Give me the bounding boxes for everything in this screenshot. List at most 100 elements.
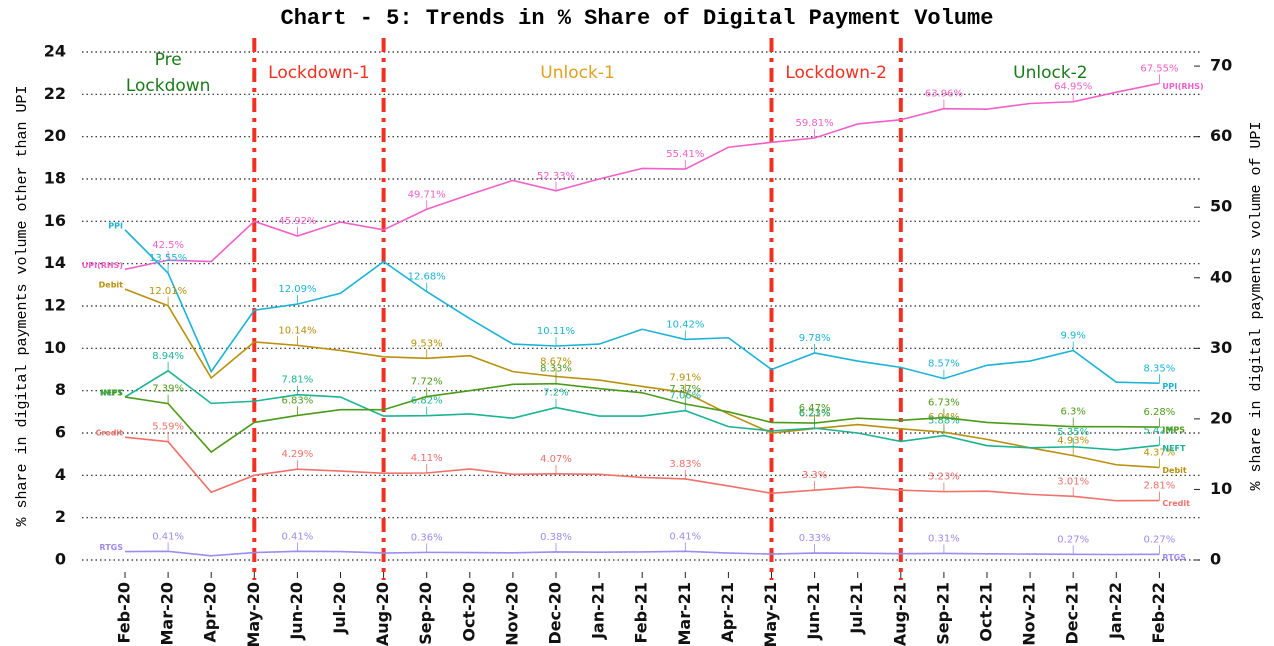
x-tick-label: Jun-21 [804,582,823,641]
y-tick-label: 2 [55,507,66,526]
data-label: 55.41% [666,149,704,160]
data-label: 13.55% [149,253,187,264]
data-label: 0.41% [152,531,184,542]
y-tick-label: 6 [55,423,66,442]
series-name-end: PPI [1162,382,1177,391]
data-label: 3.3% [802,470,827,481]
series-line [124,382,1160,454]
data-label: 7.72% [411,377,443,388]
chart-title: Chart - 5: Trends in % Share of Digital … [281,6,994,31]
x-tick-label: Jul-20 [330,582,349,635]
data-label: 59.81% [796,118,834,129]
data-label: 4.29% [282,449,314,460]
x-tick-label: Dec-21 [1063,582,1082,645]
data-label: 64.95% [1054,82,1092,93]
x-tick-label: Jan-21 [589,582,608,640]
data-label: 8.35% [1144,363,1176,374]
y-tick-label: 12 [44,296,66,315]
x-tick-label: Oct-20 [459,582,478,642]
data-label: 3.23% [928,472,960,483]
x-tick-label: Jul-21 [847,582,866,635]
y2-tick-label: 50 [1210,197,1232,216]
x-tick-label: Feb-21 [632,582,651,644]
data-label: 63.96% [925,89,963,100]
series-name-start: UPI(RHS) [82,261,123,270]
data-label: 6.73% [928,398,960,409]
data-label: 9.78% [799,333,831,344]
data-label: 7.81% [282,375,314,386]
y2-tick-label: 20 [1210,408,1232,427]
data-label: 6.23% [799,408,831,419]
data-label: 5.35% [1057,427,1089,438]
x-tick-label: Nov-21 [1020,582,1039,646]
series-name-end: UPI(RHS) [1162,82,1203,91]
series-name-end: Debit [1162,466,1187,475]
x-tick-label: May-21 [761,582,780,646]
data-label: 45.92% [278,216,316,227]
data-label: 9.53% [411,338,443,349]
data-label: 12.68% [408,272,446,283]
x-tick-label: Sep-20 [416,582,435,645]
data-label: 6.3% [1060,407,1085,418]
data-label: 4.07% [540,454,572,465]
data-label: 8.33% [540,364,572,375]
series-name-start: Credit [95,429,123,438]
y-tick-label: 24 [44,42,66,61]
phase-label: Pre Lockdown [125,50,211,96]
data-label: 8.67% [540,356,572,367]
y-tick-label: 18 [44,169,66,188]
data-label: 9.9% [1060,330,1085,341]
series-name-end: IMPS [1162,426,1185,435]
data-label: 7.2% [543,388,568,399]
series-name-end: RTGS [1162,553,1186,562]
data-label: 4.11% [411,453,443,464]
x-tick-label: Feb-22 [1149,582,1168,644]
x-tick-label: Aug-20 [373,582,392,646]
series-line [124,82,1160,271]
y-tick-label: 16 [44,211,66,230]
data-label: 6.83% [282,395,314,406]
data-label: 7.39% [152,384,184,395]
y2-tick-label: 40 [1210,267,1232,286]
data-label: 12.01% [149,286,187,297]
data-label: 10.42% [666,319,704,330]
data-label: 8.94% [152,351,184,362]
data-label: 3.83% [669,459,701,470]
x-tick-label: Oct-21 [977,582,996,642]
series-line [124,550,1160,557]
y-tick-label: 4 [55,465,66,484]
series-name-end: Credit [1162,499,1190,508]
data-label: 42.5% [152,240,184,251]
x-tick-label: Dec-20 [546,582,565,645]
y2-tick-label: 10 [1210,479,1232,498]
x-tick-label: Mar-21 [675,582,694,646]
series-name-start: PPI [108,221,123,230]
data-label: 7.91% [669,373,701,384]
data-label: 6.82% [411,396,443,407]
data-label: 49.71% [408,189,446,200]
data-label: 0.41% [282,531,314,542]
data-label: 0.38% [540,532,572,543]
series-line [124,288,1160,469]
data-label: 7.37% [669,384,701,395]
x-tick-label: Jun-20 [287,582,306,641]
x-tick-label: Sep-21 [933,582,952,645]
phase-label: Unlock-1 [540,63,615,83]
y-axis-title: % share in digital payments volume other… [14,85,31,526]
data-label: 5.42% [1144,425,1176,436]
data-label: 5.88% [928,416,960,427]
y-tick-label: 22 [44,84,66,103]
data-label: 52.33% [537,171,575,182]
x-tick-label: May-20 [244,582,263,646]
x-tick-label: Aug-21 [890,582,909,646]
phase-label: Unlock-2 [1013,63,1088,83]
series-name-start: RTGS [99,543,123,552]
data-label: 10.11% [537,326,575,337]
series-name-end: NEFT [1162,444,1186,453]
series-name-start: IMPS [100,389,123,398]
data-label: 67.55% [1140,63,1178,74]
data-label: 0.27% [1144,534,1176,545]
phase-label: Lockdown-1 [268,63,370,83]
y2-tick-label: 30 [1210,338,1232,357]
